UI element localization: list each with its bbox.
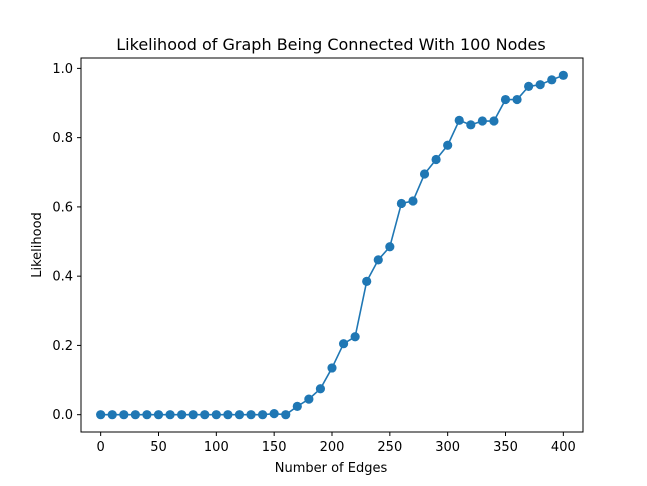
data-point [119, 410, 129, 420]
data-point [269, 409, 279, 419]
data-point [96, 410, 106, 420]
data-point [373, 255, 383, 265]
y-tick-label: 0.6 [52, 200, 73, 215]
data-point [489, 116, 499, 126]
data-point [338, 339, 349, 349]
y-tick-label: 1.0 [52, 62, 73, 77]
x-tick-label: 0 [97, 440, 105, 455]
x-tick-label: 150 [262, 440, 287, 455]
data-point [408, 196, 418, 206]
data-point [477, 116, 487, 126]
data-point [385, 242, 395, 252]
data-point [443, 140, 453, 150]
data-point [234, 410, 245, 420]
data-point [142, 410, 152, 420]
data-point [257, 410, 268, 420]
data-point [130, 410, 140, 420]
y-tick-label: 0.0 [52, 408, 73, 423]
data-point [558, 70, 568, 80]
data-point [223, 410, 233, 420]
data-point [188, 410, 198, 420]
data-point [524, 81, 534, 91]
data-point [512, 94, 522, 105]
data-point [535, 80, 545, 90]
x-tick-label: 300 [435, 440, 460, 455]
data-point [200, 410, 210, 420]
data-point [547, 75, 557, 85]
x-tick-label: 250 [377, 440, 402, 455]
y-tick-label: 0.2 [52, 339, 73, 354]
data-point [246, 410, 256, 420]
data-point [466, 120, 476, 130]
chart-title: Likelihood of Graph Being Connected With… [116, 35, 545, 54]
data-point [211, 410, 221, 420]
data-point [396, 198, 407, 209]
data-point [304, 394, 314, 404]
plot-frame [80, 57, 584, 433]
x-tick-label: 400 [551, 440, 576, 455]
data-point [281, 410, 291, 420]
data-point [107, 410, 117, 420]
data-point [165, 410, 175, 420]
data-point [292, 401, 302, 411]
x-tick-label: 350 [493, 440, 518, 455]
data-point [454, 115, 464, 125]
x-axis-label: Number of Edges [275, 461, 388, 476]
data-point [500, 94, 511, 105]
data-point [350, 332, 360, 342]
data-point [177, 410, 187, 420]
y-tick-label: 0.4 [52, 270, 73, 285]
y-axis-label: Likelihood [30, 212, 45, 278]
x-tick-label: 50 [150, 440, 167, 455]
data-point [315, 384, 326, 394]
x-tick-label: 100 [204, 440, 229, 455]
data-point [419, 169, 430, 179]
data-point [431, 154, 441, 165]
data-point [153, 410, 164, 420]
y-tick-label: 0.8 [52, 131, 73, 146]
data-point [327, 363, 337, 373]
data-point [362, 276, 372, 286]
x-tick-label: 200 [320, 440, 345, 455]
